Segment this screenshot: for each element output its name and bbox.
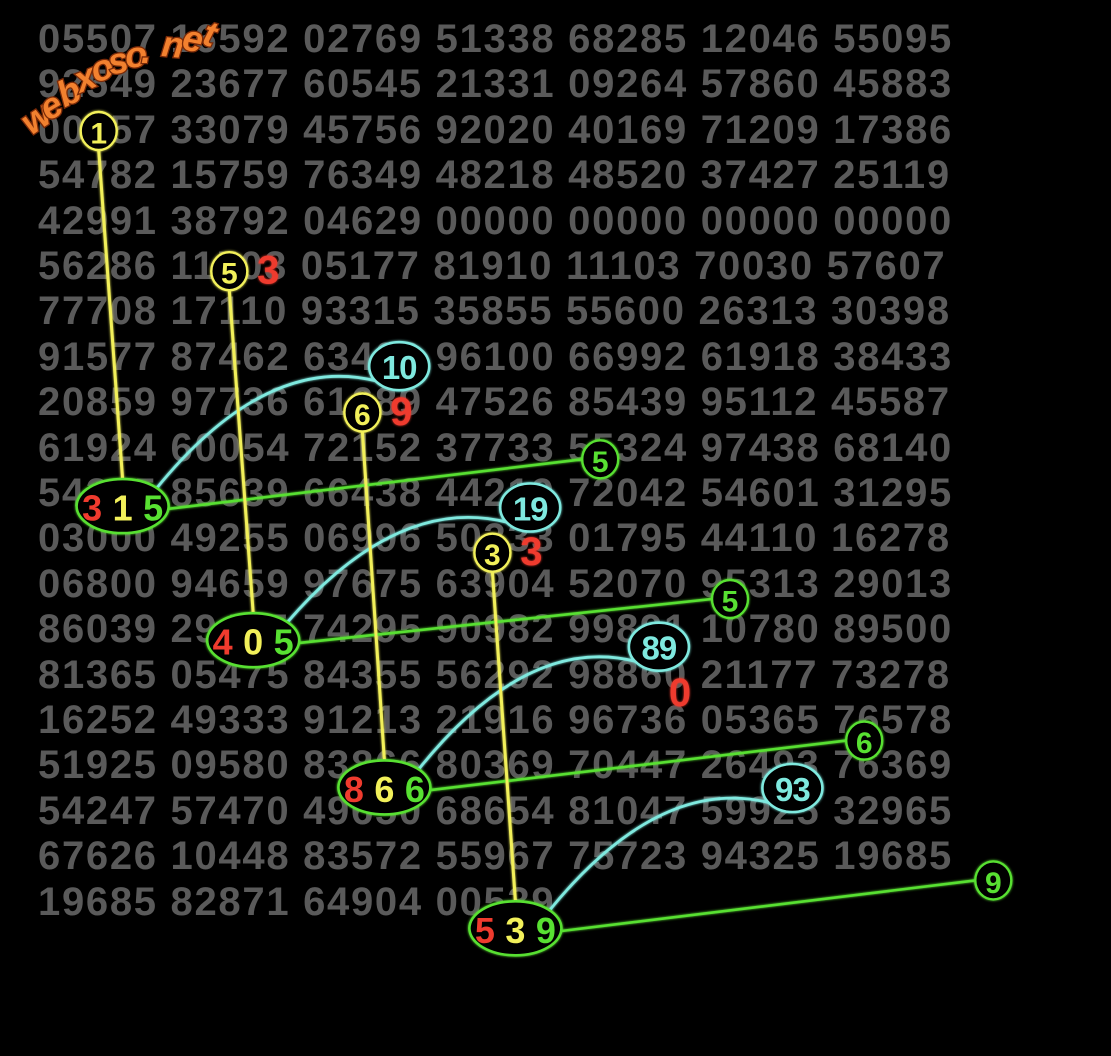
svg-text:6: 6: [374, 769, 394, 810]
svg-text:5: 5: [274, 622, 294, 663]
svg-text:3: 3: [82, 488, 102, 529]
svg-text:0: 0: [669, 671, 691, 715]
svg-text:4: 4: [213, 622, 233, 663]
svg-text:8: 8: [344, 769, 364, 810]
svg-text:3: 3: [505, 910, 525, 951]
svg-text:5: 5: [143, 488, 163, 529]
svg-text:3: 3: [484, 539, 501, 572]
svg-text:9: 9: [536, 910, 556, 951]
svg-text:89: 89: [642, 630, 677, 667]
svg-text:9: 9: [985, 867, 1002, 900]
svg-text:0: 0: [243, 622, 263, 663]
svg-text:3: 3: [257, 249, 279, 293]
svg-text:9: 9: [390, 390, 412, 434]
svg-text:93: 93: [775, 771, 810, 808]
svg-text:5: 5: [722, 586, 739, 619]
svg-text:5: 5: [221, 258, 238, 291]
svg-text:5: 5: [592, 446, 609, 479]
svg-text:1: 1: [90, 118, 107, 151]
svg-text:5: 5: [475, 910, 495, 951]
svg-text:10: 10: [382, 349, 417, 386]
svg-text:6: 6: [405, 769, 425, 810]
svg-text:6: 6: [354, 399, 371, 432]
svg-text:19: 19: [513, 491, 548, 528]
svg-text:6: 6: [856, 727, 873, 760]
svg-text:3: 3: [520, 530, 542, 574]
svg-text:1: 1: [113, 488, 133, 529]
